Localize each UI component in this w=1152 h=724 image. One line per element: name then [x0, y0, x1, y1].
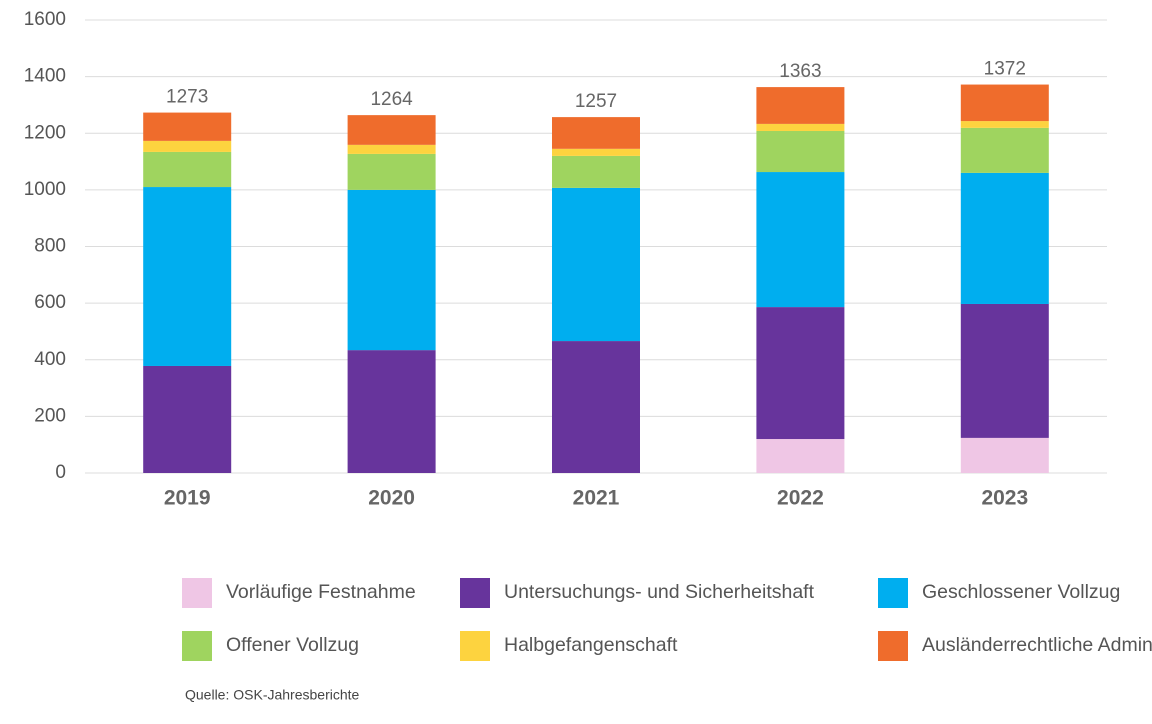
bar-segment: [552, 155, 640, 188]
bar-segment: [347, 144, 436, 154]
bar-segment: [756, 439, 845, 473]
bar-segment: [143, 140, 232, 152]
x-tick-label: 2021: [573, 487, 620, 510]
bar-segment: [143, 151, 232, 188]
legend-label: Untersuchungs- und Sicherheitshaft: [504, 581, 815, 603]
y-tick-label: 400: [34, 349, 66, 370]
bar-segment: [756, 130, 845, 173]
bar-segment: [552, 148, 640, 156]
bar-segment: [756, 87, 845, 124]
total-label: 1363: [779, 61, 821, 82]
bar-segment: [347, 350, 436, 473]
bar-segment: [347, 189, 436, 351]
y-tick-label: 200: [34, 405, 66, 426]
y-tick-label: 1600: [24, 9, 66, 30]
legend-swatch: [460, 578, 490, 608]
bar-segment: [552, 117, 640, 149]
legend-swatch: [878, 631, 908, 661]
y-tick-label: 800: [34, 236, 66, 257]
bar-segment: [143, 365, 232, 473]
bar-segment: [960, 84, 1049, 122]
x-tick-label: 2019: [164, 487, 211, 510]
bar-segment: [552, 187, 640, 342]
x-tick-label: 2023: [981, 487, 1028, 510]
bar-segment: [756, 123, 845, 131]
bar-segment: [347, 153, 436, 190]
legend-label: Ausländerrechtliche Administrativhaft: [922, 634, 1152, 656]
bar-segment: [756, 172, 845, 308]
legend-label: Offener Vollzug: [226, 634, 359, 656]
bar-segment: [960, 172, 1049, 304]
legend-swatch: [182, 631, 212, 661]
y-tick-label: 0: [55, 462, 66, 483]
legend-swatch: [182, 578, 212, 608]
bar-segment: [960, 437, 1049, 473]
legend-swatch: [460, 631, 490, 661]
x-tick-label: 2022: [777, 487, 824, 510]
total-label: 1273: [166, 87, 208, 108]
legend-label: Geschlossener Vollzug: [922, 581, 1120, 603]
bar-segment: [143, 112, 232, 141]
bar-segment: [756, 307, 845, 440]
bar-segment: [960, 303, 1049, 438]
bar-segment: [552, 341, 640, 473]
total-label: 1264: [370, 89, 413, 110]
bar-segment: [960, 121, 1049, 128]
bar-segment: [347, 115, 436, 145]
x-tick-label: 2020: [368, 487, 415, 510]
total-label: 1257: [575, 91, 617, 112]
bar-segment: [960, 127, 1049, 173]
total-label: 1372: [984, 59, 1026, 80]
y-tick-label: 1200: [24, 122, 66, 143]
y-tick-label: 1000: [24, 179, 66, 200]
legend-label: Vorläufige Festnahme: [226, 581, 416, 603]
legend-swatch: [878, 578, 908, 608]
bar-segment: [143, 187, 232, 366]
y-tick-label: 1400: [24, 66, 66, 87]
y-tick-label: 600: [34, 292, 66, 313]
legend-label: Halbgefangenschaft: [504, 634, 678, 656]
source-note: Quelle: OSK-Jahresberichte: [185, 687, 360, 703]
